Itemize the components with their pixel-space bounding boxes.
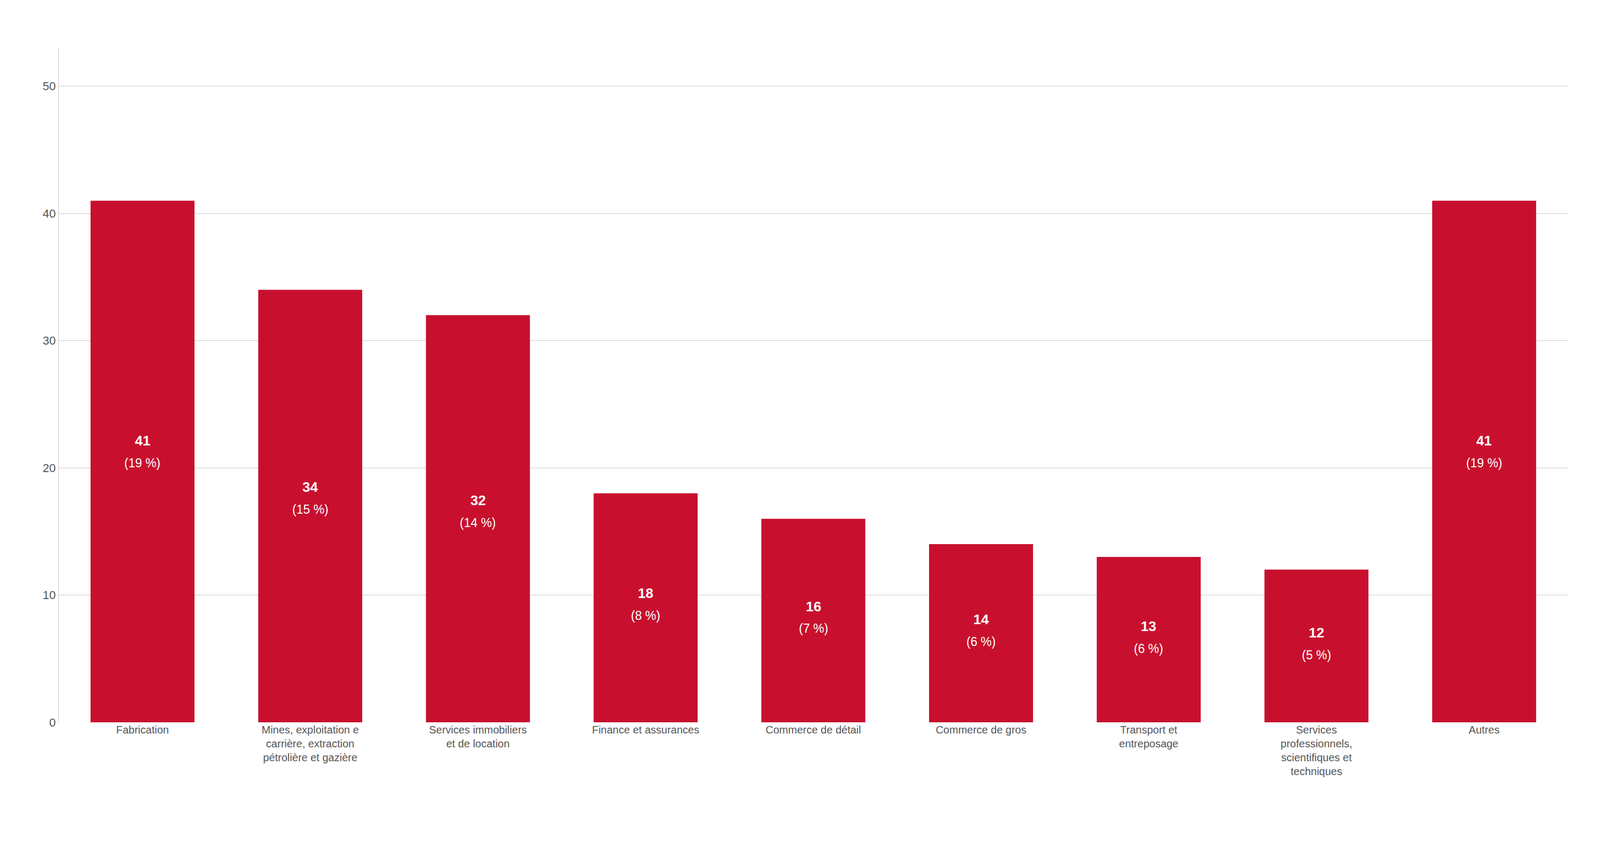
svg-text:18: 18 [637,585,654,602]
svg-text:32: 32 [470,492,486,509]
svg-text:(15 %): (15 %) [292,502,329,517]
svg-text:13: 13 [1140,618,1157,635]
svg-text:Autres: Autres [1468,723,1500,736]
svg-text:Fabrication: Fabrication [116,723,170,736]
svg-text:40: 40 [42,206,56,221]
svg-text:50: 50 [42,79,56,93]
svg-text:(5 %): (5 %) [1301,648,1332,662]
svg-text:20: 20 [42,461,56,475]
svg-text:41: 41 [134,432,151,449]
svg-text:41: 41 [1476,432,1492,449]
svg-text:16: 16 [805,598,822,615]
svg-text:10: 10 [42,588,56,602]
svg-text:0: 0 [49,715,56,730]
svg-text:30: 30 [42,333,56,348]
svg-text:(6 %): (6 %) [966,634,996,649]
svg-text:(6 %): (6 %) [1133,641,1164,656]
svg-text:(8 %): (8 %) [630,608,661,623]
svg-text:Commerce de détail: Commerce de détail [765,723,862,736]
svg-text:Transport etentreposage: Transport etentreposage [1118,723,1179,750]
svg-text:34: 34 [302,478,318,495]
svg-text:Servicesprofessionnels,scienti: Servicesprofessionnels,scientifiques ett… [1280,723,1353,778]
svg-text:Mines, exploitation ecarrière,: Mines, exploitation ecarrière, extractio… [261,723,359,764]
svg-text:12: 12 [1308,624,1325,641]
svg-text:Services immobilierset de loca: Services immobilierset de location [428,723,527,750]
svg-text:(19 %): (19 %) [124,456,161,470]
svg-text:Commerce de gros: Commerce de gros [935,723,1027,736]
svg-text:(7 %): (7 %) [798,621,829,636]
svg-text:Finance et assurances: Finance et assurances [592,723,700,736]
svg-text:(14 %): (14 %) [459,515,496,530]
svg-text:14: 14 [973,611,989,628]
svg-text:(19 %): (19 %) [1466,456,1503,470]
